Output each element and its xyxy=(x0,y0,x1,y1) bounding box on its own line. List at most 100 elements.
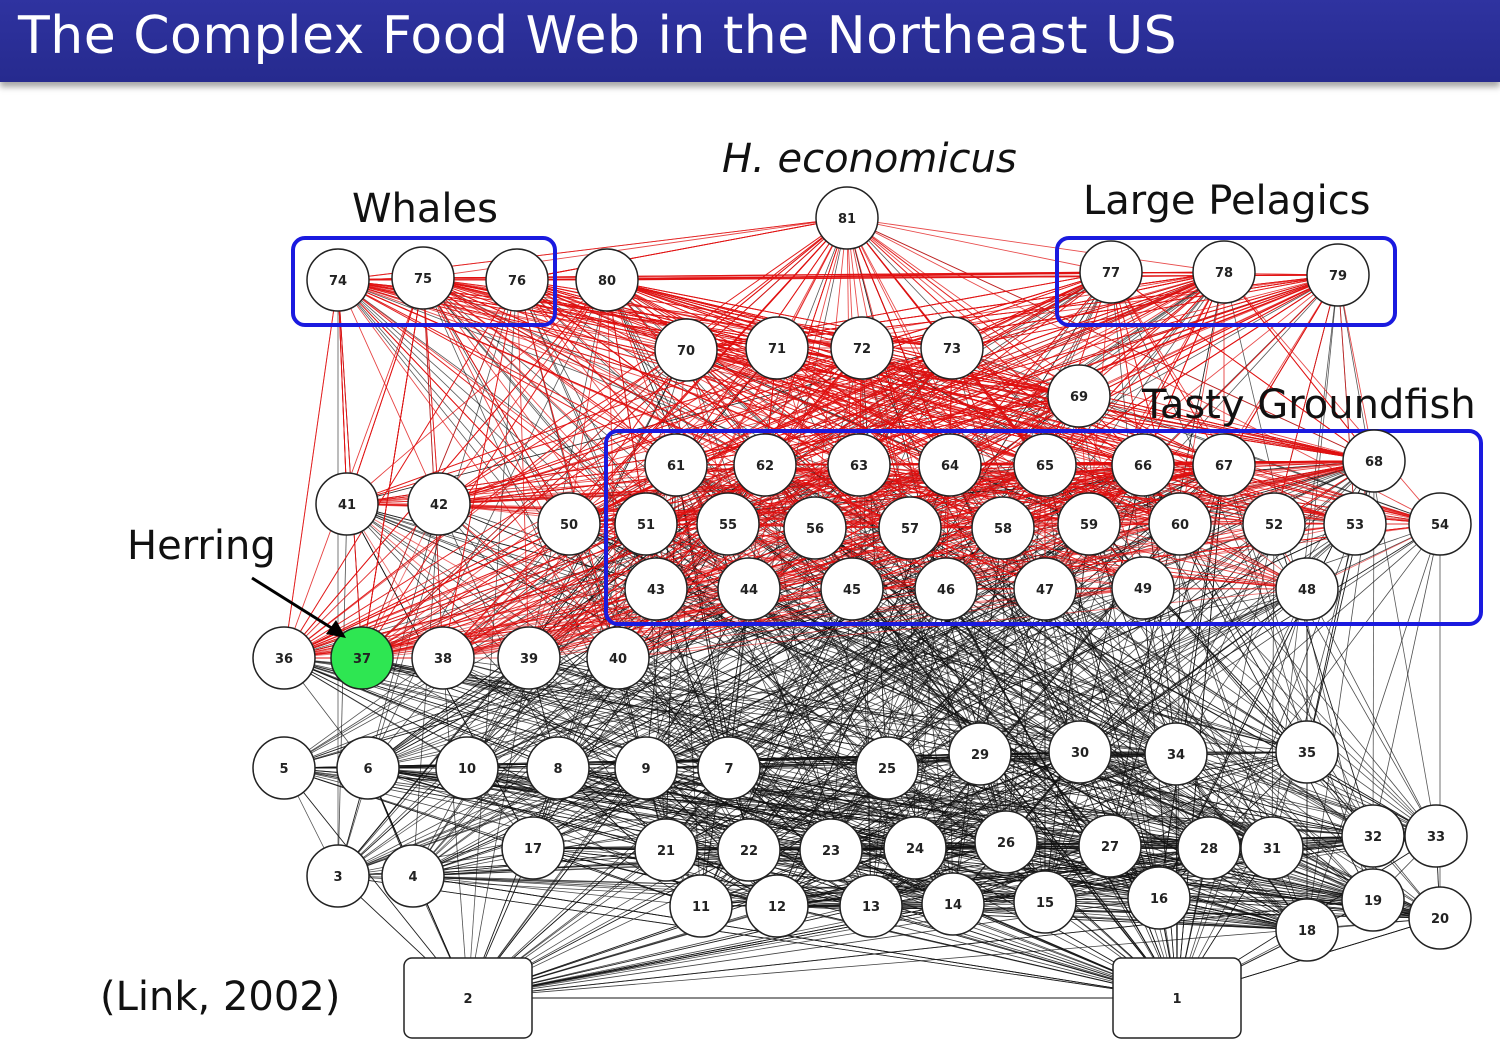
node-60: 60 xyxy=(1148,492,1212,556)
feeding-link xyxy=(952,903,1308,931)
node-14: 14 xyxy=(921,872,985,936)
node-53: 53 xyxy=(1323,492,1387,556)
predation-link xyxy=(283,279,518,659)
node-label: 72 xyxy=(853,342,871,357)
predation-link xyxy=(442,523,1181,659)
feeding-link xyxy=(700,835,1437,907)
feeding-link xyxy=(1337,274,1437,837)
predation-link xyxy=(422,277,860,466)
predation-link xyxy=(283,279,608,659)
node-label: 59 xyxy=(1080,518,1098,533)
node-label: 19 xyxy=(1364,894,1382,909)
node-52: 52 xyxy=(1242,492,1306,556)
node-label: 34 xyxy=(1167,748,1185,763)
node-label: 16 xyxy=(1150,892,1168,907)
predation-link xyxy=(337,279,647,525)
predation-link xyxy=(655,217,848,590)
predation-link xyxy=(846,217,1080,397)
feeding-link xyxy=(568,523,1308,753)
predation-link xyxy=(951,347,1144,466)
node-label: 79 xyxy=(1329,269,1347,284)
node-64: 64 xyxy=(918,433,982,497)
predation-link xyxy=(337,279,816,529)
node-44: 44 xyxy=(717,557,781,621)
node-label: 48 xyxy=(1298,583,1316,598)
node-label: 36 xyxy=(275,652,293,667)
predation-link xyxy=(422,277,750,590)
feeding-link xyxy=(283,767,534,849)
node-label: 76 xyxy=(508,274,526,289)
predation-link xyxy=(346,503,530,659)
node-3: 3 xyxy=(306,844,370,908)
predation-link xyxy=(909,523,1181,529)
feeding-link xyxy=(1176,523,1275,999)
node-label: 2 xyxy=(463,992,472,1007)
node-27: 27 xyxy=(1078,814,1142,878)
predation-link xyxy=(846,217,1375,462)
feeding-link xyxy=(283,767,954,905)
predation-link xyxy=(1142,464,1441,525)
feeding-link xyxy=(727,523,1177,755)
predation-link xyxy=(516,279,530,659)
predation-link xyxy=(1223,274,1339,466)
feeding-link xyxy=(337,751,1308,877)
node-label: 28 xyxy=(1200,842,1218,857)
node-20: 20 xyxy=(1408,886,1472,950)
node-30: 30 xyxy=(1048,720,1112,784)
node-45: 45 xyxy=(820,557,884,621)
predation-link xyxy=(846,217,1441,525)
node-label: 78 xyxy=(1215,266,1233,281)
node-8: 8 xyxy=(526,736,590,800)
feeding-link xyxy=(665,588,853,851)
node-57: 57 xyxy=(878,496,942,560)
node-label: 74 xyxy=(329,274,347,289)
feeding-link xyxy=(1109,271,1225,847)
feeding-link xyxy=(337,875,1178,999)
node-label: 66 xyxy=(1134,459,1152,474)
node-58: 58 xyxy=(971,496,1035,560)
node-label: 35 xyxy=(1298,746,1316,761)
node-label: 53 xyxy=(1346,518,1364,533)
node-label: 31 xyxy=(1263,842,1281,857)
feeding-link xyxy=(1078,395,1441,525)
predation-link xyxy=(283,347,778,659)
node-41: 41 xyxy=(315,472,379,536)
feeding-link xyxy=(337,279,657,590)
node-34: 34 xyxy=(1144,722,1208,786)
feeding-link xyxy=(764,464,1273,849)
feeding-link xyxy=(645,588,1046,769)
arrow-head xyxy=(326,620,346,638)
predation-link xyxy=(764,464,1090,525)
node-label: 71 xyxy=(768,342,786,357)
feeding-link xyxy=(1306,523,1356,753)
node-35: 35 xyxy=(1275,720,1339,784)
predation-link xyxy=(361,464,677,659)
node-label: 25 xyxy=(878,762,896,777)
predation-link xyxy=(1044,274,1339,466)
predation-link xyxy=(346,277,424,505)
node-label: 57 xyxy=(901,522,919,537)
citation: (Link, 2002) xyxy=(100,974,341,1020)
node-label: 63 xyxy=(850,459,868,474)
node-62: 62 xyxy=(733,433,797,497)
feeding-link xyxy=(422,277,954,905)
predation-link xyxy=(909,395,1080,529)
feeding-link xyxy=(337,503,348,877)
node-47: 47 xyxy=(1013,557,1077,621)
node-label: 54 xyxy=(1431,518,1449,533)
feeding-link xyxy=(1372,523,1441,837)
predation-link xyxy=(361,460,1375,659)
node-73: 73 xyxy=(920,316,984,380)
node-label: 6 xyxy=(363,762,372,777)
predation-link xyxy=(438,503,619,659)
node-label: 42 xyxy=(430,498,448,513)
node-69: 69 xyxy=(1047,364,1111,428)
predation-link xyxy=(361,277,424,659)
node-38: 38 xyxy=(411,626,475,690)
node-label: 8 xyxy=(553,762,562,777)
node-50: 50 xyxy=(537,492,601,556)
node-39: 39 xyxy=(497,626,561,690)
predation-link xyxy=(528,347,863,659)
feeding-link xyxy=(346,503,1374,837)
node-59: 59 xyxy=(1057,492,1121,556)
